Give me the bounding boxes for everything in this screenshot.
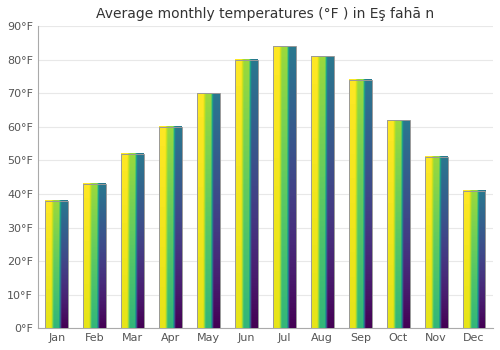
Bar xyxy=(46,201,68,328)
Bar xyxy=(235,60,258,328)
Bar xyxy=(349,80,372,328)
Bar xyxy=(273,47,296,328)
Bar xyxy=(197,93,220,328)
Bar xyxy=(122,154,144,328)
Bar xyxy=(159,127,182,328)
Title: Average monthly temperatures (°F ) in Eş fahā n: Average monthly temperatures (°F ) in Eş… xyxy=(96,7,434,21)
Bar xyxy=(311,56,334,328)
Bar xyxy=(84,184,106,328)
Bar xyxy=(387,120,409,328)
Bar xyxy=(462,191,485,328)
Bar xyxy=(425,157,448,328)
